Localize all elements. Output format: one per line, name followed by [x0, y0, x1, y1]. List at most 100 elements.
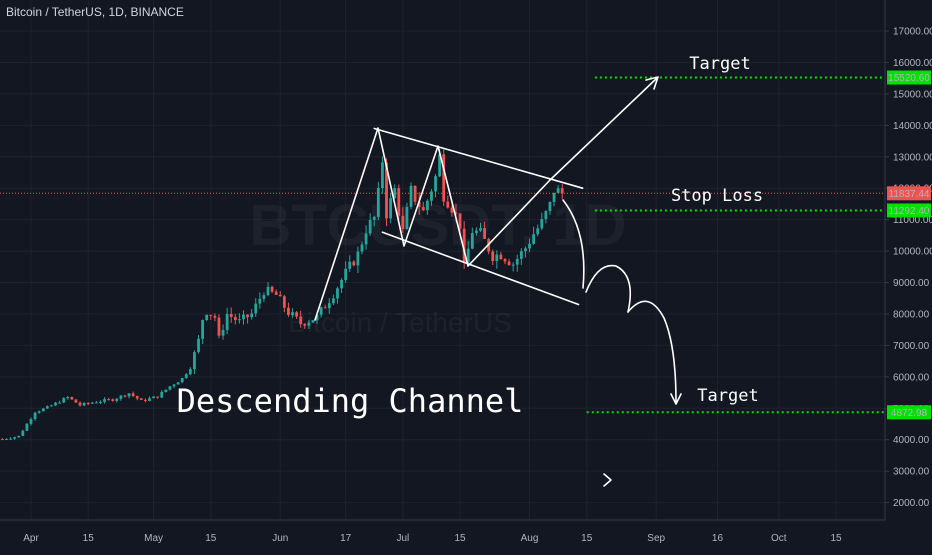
candle [417, 201, 421, 208]
candle [90, 402, 94, 404]
price-tag-label: 15520.60 [888, 73, 930, 84]
candle [544, 211, 548, 220]
candle [119, 395, 123, 399]
candle [217, 317, 221, 336]
candle [58, 402, 62, 404]
price-tick-label: 8000.00 [893, 309, 930, 320]
date-axis: Apr 15 May 15 Jun 17 Jul 15 Aug 15 Sep 16 Oct 15 [0, 519, 885, 550]
date-tick-label: 15 [83, 533, 95, 544]
candle [532, 234, 536, 244]
candle [21, 430, 25, 436]
projection-arrow-head [670, 393, 682, 405]
price-tick-label: 7000.00 [893, 341, 930, 352]
channel-lower-line [381, 231, 580, 306]
candle [201, 319, 205, 339]
price-axis: 2000.003000.004000.005000.006000.007000.… [884, 0, 932, 550]
candle [536, 228, 540, 235]
candle [5, 438, 8, 440]
candle [266, 286, 270, 296]
candle [66, 396, 70, 399]
candle [172, 384, 176, 387]
candle [479, 228, 482, 231]
candle [430, 191, 433, 201]
candle [238, 319, 241, 321]
projection-curve-1 [562, 199, 585, 289]
chart-title: Bitcoin / TetherUS, 1D, BINANCE [6, 5, 184, 19]
target-upper-label: Target [689, 54, 750, 74]
candle [180, 377, 184, 383]
candle [307, 322, 311, 326]
price-tick-label: 14000.00 [893, 121, 932, 132]
channel-upper-line [373, 127, 584, 189]
candle [499, 254, 503, 260]
candle [409, 185, 413, 207]
price-tick-label: 10000.00 [893, 247, 932, 258]
candle [82, 402, 86, 406]
candle [454, 212, 458, 214]
candle [425, 200, 429, 211]
candle [327, 303, 331, 309]
price-tag [887, 203, 931, 218]
candle [209, 314, 213, 316]
candles [0, 148, 564, 441]
candle [344, 268, 348, 280]
candle [229, 313, 233, 317]
price-tag-label: 11837.44 [889, 189, 930, 200]
candle [29, 419, 33, 424]
candle [360, 244, 364, 252]
candle [123, 395, 127, 397]
candle [41, 408, 45, 412]
candle [348, 261, 352, 269]
candle [491, 251, 495, 262]
date-tick-label: Apr [23, 533, 39, 544]
candle [303, 324, 307, 326]
price-tick-label: 17000.00 [893, 27, 932, 38]
candle [144, 399, 147, 401]
date-tick-label: 15 [454, 533, 466, 544]
candle [225, 313, 229, 330]
watermark-name: Bitcoin / TetherUS [288, 307, 512, 338]
candle [331, 298, 335, 304]
candle [405, 206, 409, 230]
candle [111, 399, 115, 401]
candle [393, 188, 397, 199]
candle [311, 320, 315, 323]
candle [413, 185, 417, 202]
date-tick-label: Jun [272, 533, 288, 544]
candle [438, 154, 442, 177]
candle [450, 207, 454, 213]
candle [434, 176, 437, 192]
candle [466, 248, 470, 263]
candle [376, 187, 380, 217]
candle [205, 314, 209, 320]
date-tick-label: May [144, 533, 163, 544]
candle [17, 435, 21, 438]
price-tag-label: 4872.98 [891, 408, 928, 419]
candle [495, 254, 499, 262]
candle [197, 338, 200, 353]
candle [421, 207, 425, 211]
candle [560, 188, 564, 194]
candle [258, 298, 262, 304]
candle [94, 402, 98, 404]
candle [389, 198, 392, 219]
candle [193, 352, 196, 370]
projection-curve-2 [585, 264, 632, 313]
candle [164, 389, 168, 392]
candle [282, 296, 286, 308]
stop-loss-label: Stop Loss [671, 186, 763, 206]
candle [233, 316, 237, 320]
pattern-label: Descending Channel [177, 382, 524, 420]
candle [0, 439, 4, 441]
candle [70, 396, 74, 400]
candle [25, 423, 29, 431]
candle [291, 312, 294, 315]
candle [152, 396, 155, 399]
candle [507, 261, 511, 266]
candle [86, 402, 90, 404]
price-tag-label: 11292.40 [889, 206, 930, 217]
candle [9, 438, 12, 440]
candle [540, 219, 544, 229]
